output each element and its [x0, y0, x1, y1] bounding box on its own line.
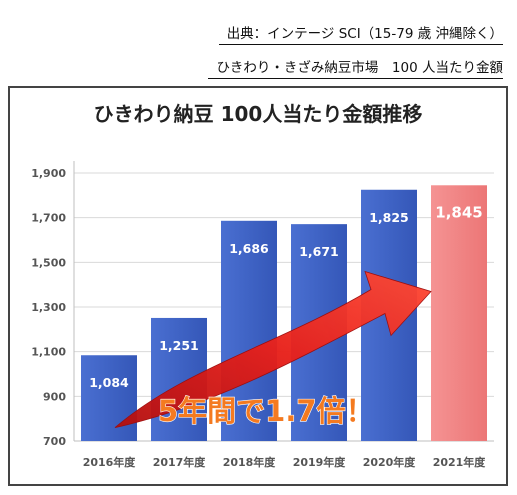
growth-arrow — [114, 270, 432, 428]
bar-2016年度 — [81, 355, 137, 441]
y-tick-label: 1,300 — [31, 301, 66, 314]
value-label: 1,084 — [89, 375, 129, 390]
value-label: 1,825 — [369, 210, 409, 225]
chart-frame: ひきわり納豆 100人当たり金額推移 700 900 1,100 1,300 1,500… — [8, 86, 508, 486]
chart-title: ひきわり納豆 100人当たり金額推移 — [94, 102, 423, 126]
y-tick-label: 900 — [43, 390, 66, 403]
y-tick-label: 1,100 — [31, 346, 66, 359]
x-tick-label: 2019年度 — [293, 455, 347, 469]
y-axis: 700 900 1,100 1,300 1,500 1,700 1,900 — [31, 167, 66, 448]
value-label: 1,671 — [299, 244, 339, 259]
y-tick-label: 1,900 — [31, 167, 66, 180]
x-tick-label: 2017年度 — [153, 455, 207, 469]
growth-callout: 5年間で1.7倍！ — [158, 394, 375, 428]
y-tick-label: 1,500 — [31, 256, 66, 269]
bar-chart: ひきわり納豆 100人当たり金額推移 700 900 1,100 1,300 1,500… — [31, 102, 494, 469]
growth-arrow-shape — [114, 270, 432, 428]
bar-2018年度 — [221, 220, 277, 441]
source-note: 出典：インテージ SCI（15-79 歳 沖縄除く） — [218, 22, 503, 45]
bar-2021年度 — [431, 185, 487, 441]
x-tick-label: 2016年度 — [83, 455, 137, 469]
x-axis: 2016年度 2017年度 2018年度 2019年度 2020年度 2021年度 — [83, 455, 487, 469]
value-label: 1,251 — [159, 338, 199, 353]
market-note: ひきわり・きざみ納豆市場 100 人当たり金額 — [208, 56, 503, 79]
x-tick-label: 2020年度 — [363, 455, 417, 469]
y-tick-label: 700 — [43, 435, 66, 448]
x-tick-label: 2018年度 — [223, 455, 277, 469]
value-label: 1,845 — [435, 203, 482, 221]
value-label: 1,686 — [229, 241, 269, 256]
y-tick-label: 1,700 — [31, 212, 66, 225]
x-tick-label: 2021年度 — [433, 455, 487, 469]
value-labels: 1,084 1,251 1,686 1,671 1,825 1,845 — [89, 203, 483, 390]
